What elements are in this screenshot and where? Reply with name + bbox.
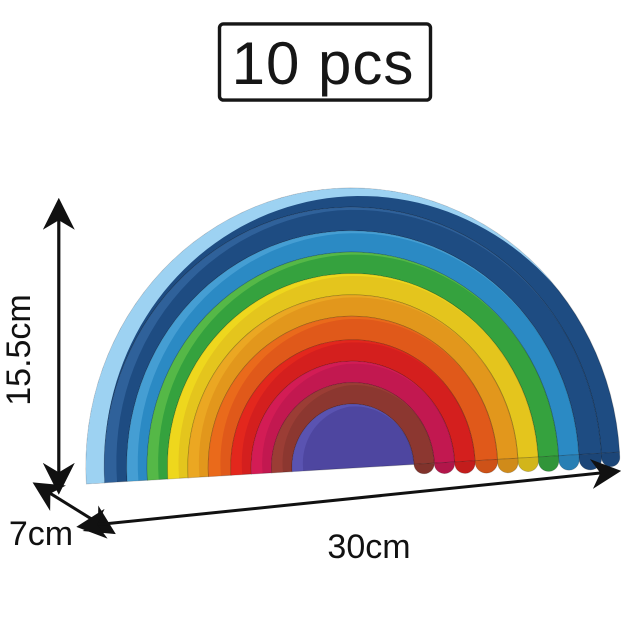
svg-text:7cm: 7cm: [9, 515, 73, 553]
svg-text:30cm: 30cm: [327, 528, 410, 566]
svg-text:10 pcs: 10 pcs: [232, 30, 415, 97]
svg-text:15.5cm: 15.5cm: [0, 294, 38, 406]
